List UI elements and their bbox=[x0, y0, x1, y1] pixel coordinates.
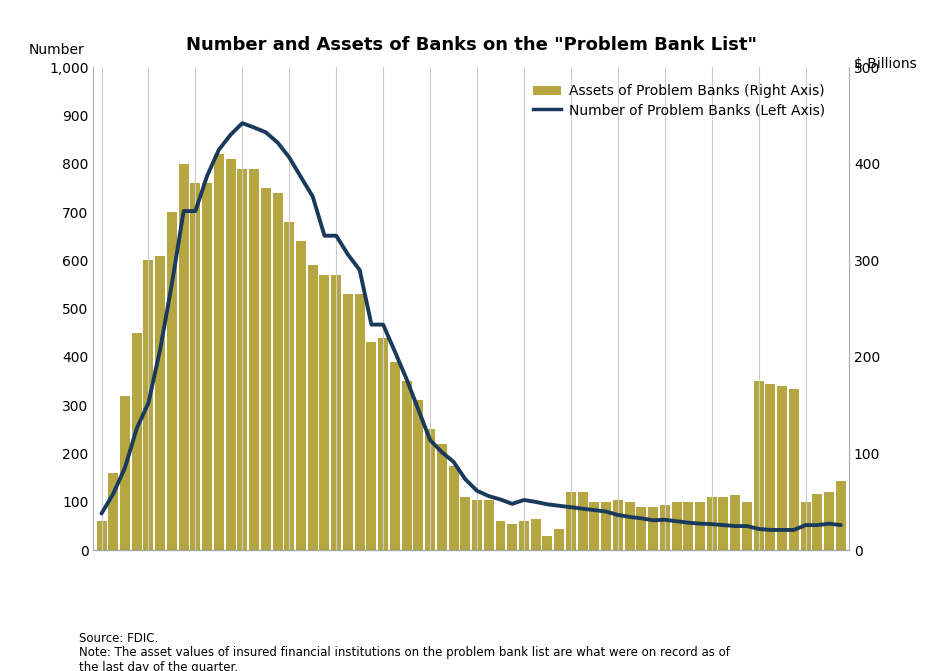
Bar bbox=[706, 497, 717, 550]
Bar bbox=[425, 429, 435, 550]
Bar bbox=[144, 260, 153, 550]
Bar bbox=[472, 500, 482, 550]
Bar bbox=[296, 241, 306, 550]
Bar bbox=[508, 524, 517, 550]
Bar bbox=[237, 168, 247, 550]
Bar bbox=[777, 386, 787, 550]
Bar bbox=[695, 502, 705, 550]
Bar bbox=[132, 333, 142, 550]
Bar bbox=[754, 381, 763, 550]
Bar bbox=[285, 221, 294, 550]
Bar bbox=[190, 183, 201, 550]
Bar bbox=[801, 502, 811, 550]
Bar bbox=[108, 473, 118, 550]
Bar bbox=[155, 256, 165, 550]
Bar bbox=[742, 502, 752, 550]
Bar bbox=[484, 500, 494, 550]
Bar bbox=[648, 507, 658, 550]
Bar bbox=[542, 535, 552, 550]
Bar bbox=[378, 338, 388, 550]
Bar bbox=[120, 396, 130, 550]
Bar bbox=[331, 275, 341, 550]
Bar bbox=[449, 466, 458, 550]
Y-axis label: $ Billions: $ Billions bbox=[855, 58, 917, 71]
Bar bbox=[765, 384, 775, 550]
Bar bbox=[319, 275, 329, 550]
Text: Source: FDIC.: Source: FDIC. bbox=[79, 632, 159, 645]
Bar bbox=[601, 502, 611, 550]
Bar bbox=[226, 159, 236, 550]
Bar bbox=[824, 493, 834, 550]
Bar bbox=[554, 529, 564, 550]
Bar bbox=[789, 389, 799, 550]
Bar bbox=[624, 502, 634, 550]
Title: Number and Assets of Banks on the "Problem Bank List": Number and Assets of Banks on the "Probl… bbox=[186, 36, 757, 54]
Y-axis label: Number: Number bbox=[29, 44, 85, 58]
Bar bbox=[836, 480, 846, 550]
Bar bbox=[566, 493, 576, 550]
Bar bbox=[401, 381, 411, 550]
Bar bbox=[249, 168, 259, 550]
Bar bbox=[460, 497, 470, 550]
Bar bbox=[272, 193, 283, 550]
Bar bbox=[672, 502, 681, 550]
Bar bbox=[202, 183, 212, 550]
Bar bbox=[308, 265, 318, 550]
Bar bbox=[413, 401, 424, 550]
Bar bbox=[179, 164, 188, 550]
Bar bbox=[578, 493, 588, 550]
Bar bbox=[718, 497, 729, 550]
Bar bbox=[636, 507, 647, 550]
Bar bbox=[683, 502, 693, 550]
Bar bbox=[437, 444, 447, 550]
Bar bbox=[590, 502, 599, 550]
Bar bbox=[214, 154, 224, 550]
Bar bbox=[660, 505, 670, 550]
Bar bbox=[731, 495, 740, 550]
Bar bbox=[96, 521, 106, 550]
Bar bbox=[261, 188, 271, 550]
Legend: Assets of Problem Banks (Right Axis), Number of Problem Banks (Left Axis): Assets of Problem Banks (Right Axis), Nu… bbox=[527, 79, 830, 123]
Bar bbox=[813, 494, 822, 550]
Bar bbox=[367, 342, 376, 550]
Bar bbox=[519, 521, 529, 550]
Bar bbox=[390, 362, 400, 550]
Text: Note: The asset values of insured financial institutions on the problem bank lis: Note: The asset values of insured financ… bbox=[79, 646, 731, 671]
Bar bbox=[355, 294, 365, 550]
Bar bbox=[495, 521, 506, 550]
Bar bbox=[167, 212, 177, 550]
Bar bbox=[531, 519, 541, 550]
Bar bbox=[343, 294, 353, 550]
Bar bbox=[613, 500, 623, 550]
